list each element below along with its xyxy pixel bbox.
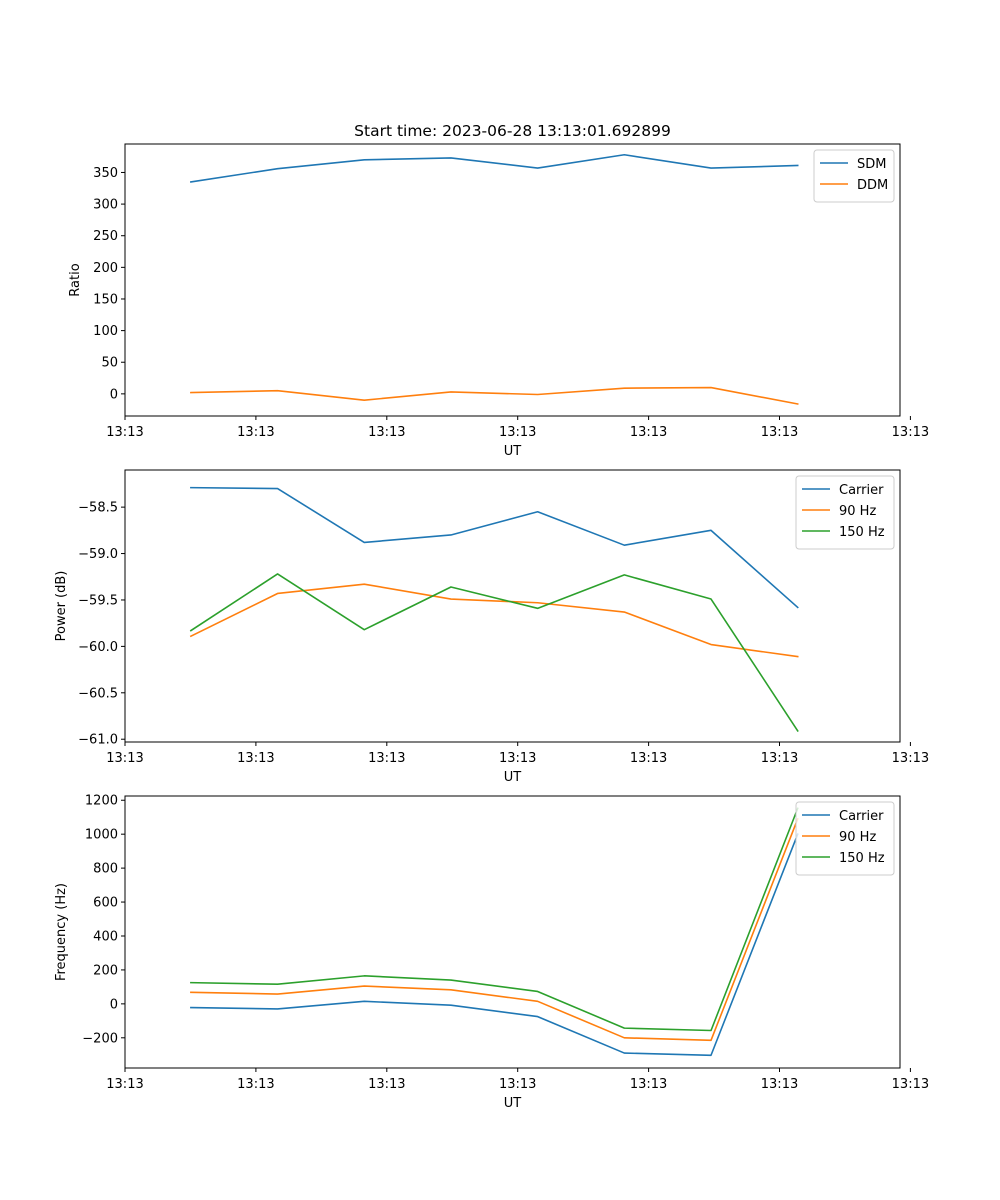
y-tick-label: 200 [93, 261, 118, 276]
y-tick-label: 250 [93, 229, 118, 244]
legend-label: 90 Hz [839, 504, 876, 519]
x-axis-label: UT [504, 444, 522, 459]
x-tick-label: 13:13 [368, 1077, 405, 1092]
x-tick-label: 13:13 [892, 751, 929, 766]
x-tick-label: 13:13 [630, 751, 667, 766]
y-tick-label: 400 [93, 929, 118, 944]
x-tick-label: 13:13 [499, 1077, 536, 1092]
y-tick-label: −58.5 [78, 501, 118, 516]
x-tick-label: 13:13 [761, 425, 798, 440]
y-tick-label: 350 [93, 166, 118, 181]
series-line-90-hz [189, 583, 799, 658]
x-tick-label: 13:13 [237, 425, 274, 440]
y-tick-label: 300 [93, 198, 118, 213]
x-tick-label: 13:13 [237, 751, 274, 766]
x-axis-label: UT [504, 770, 522, 785]
y-axis-label: Power (dB) [54, 571, 69, 642]
x-tick-label: 13:13 [630, 425, 667, 440]
series-line-150-hz [190, 807, 799, 1032]
x-tick-label: 13:13 [368, 425, 405, 440]
plot-frame [124, 469, 901, 743]
series-line-90-hz [190, 817, 799, 1042]
legend: SDM DDM [813, 149, 895, 203]
series-line-ddm [190, 386, 799, 405]
legend-label: DDM [857, 178, 888, 193]
legend-label: 150 Hz [839, 525, 885, 540]
plot-frame [124, 143, 901, 417]
y-tick-label: 800 [93, 862, 118, 877]
y-tick-label: 50 [101, 356, 118, 371]
x-tick-label: 13:13 [368, 751, 405, 766]
series-line-150-hz [189, 573, 799, 732]
series-line-carrier [190, 833, 799, 1057]
x-tick-label: 13:13 [892, 425, 929, 440]
y-tick-label: −60.5 [78, 686, 118, 701]
y-tick-label: 200 [93, 963, 118, 978]
y-tick-label: −59.5 [78, 593, 118, 608]
y-axis-label: Ratio [68, 263, 83, 296]
subplot-1: 0 50 100 150 200 250 300 350 13:13 13:13 13:13 13:1… [68, 143, 929, 459]
x-tick-label: 13:13 [106, 425, 143, 440]
y-axis-label: Frequency (Hz) [54, 883, 69, 981]
y-tick-label: −200 [82, 1031, 118, 1046]
y-tick-label: −61.0 [78, 733, 118, 748]
series-line-carrier [190, 486, 799, 609]
legend-label: 150 Hz [839, 851, 885, 866]
y-tick-label: 600 [93, 896, 118, 911]
figure-title: Start time: 2023-06-28 13:13:01.692899 [354, 122, 671, 140]
x-tick-label: 13:13 [892, 1077, 929, 1092]
x-tick-label: 13:13 [237, 1077, 274, 1092]
series-line-sdm [189, 153, 799, 183]
subplot-3: −200 0 200 400 600 800 1000 1200 13:13 13:13 13:13… [54, 794, 929, 1111]
legend-label: Carrier [839, 483, 884, 498]
subplot-2: −61.0 −60.5 −60.0 −59.5 −59.0 −58.5 13:13 13:13… [54, 469, 929, 785]
legend-label: Carrier [839, 809, 884, 824]
y-tick-label: 1200 [85, 794, 118, 809]
x-tick-label: 13:13 [499, 425, 536, 440]
y-tick-label: 0 [110, 997, 118, 1012]
y-tick-label: 1000 [85, 828, 118, 843]
x-axis-label: UT [504, 1096, 522, 1111]
y-tick-label: 100 [93, 324, 118, 339]
y-tick-label: 150 [93, 292, 118, 307]
x-tick-label: 13:13 [499, 751, 536, 766]
x-tick-label: 13:13 [106, 751, 143, 766]
legend: Carrier 90 Hz 150 Hz [795, 801, 895, 876]
legend-label: SDM [857, 157, 886, 172]
x-tick-label: 13:13 [761, 1077, 798, 1092]
x-tick-label: 13:13 [106, 1077, 143, 1092]
y-tick-label: −60.0 [78, 640, 118, 655]
legend-label: 90 Hz [839, 830, 876, 845]
x-tick-label: 13:13 [761, 751, 798, 766]
plot-frame [124, 795, 901, 1069]
y-tick-label: 0 [110, 387, 118, 402]
x-tick-label: 13:13 [630, 1077, 667, 1092]
y-tick-label: −59.0 [78, 547, 118, 562]
legend: Carrier 90 Hz 150 Hz [795, 475, 895, 550]
